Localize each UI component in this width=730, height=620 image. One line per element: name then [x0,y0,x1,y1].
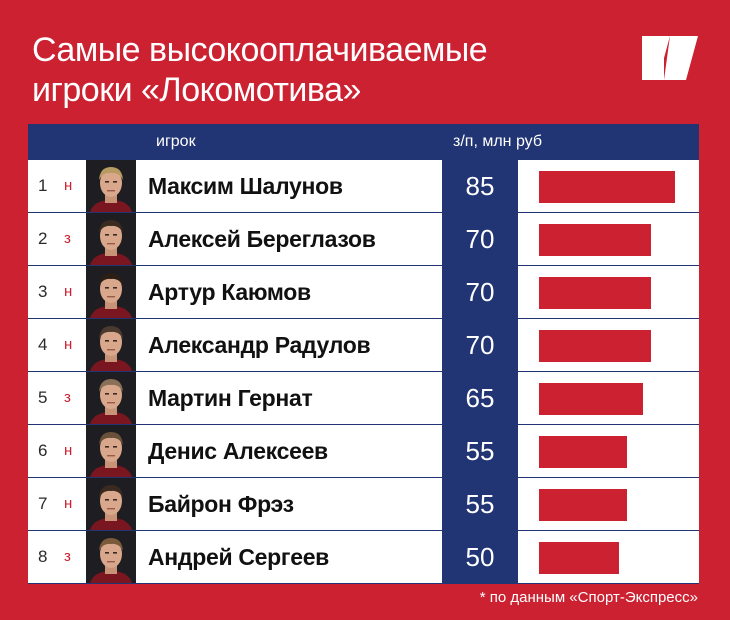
player-name: Максим Шалунов [148,173,343,199]
player-name: Алексей Береглазов [148,226,376,252]
row-position: н [64,336,73,353]
salary-bar [539,542,619,574]
player-photo-icon [86,372,136,424]
table-row: 8 з Андрей Сергеев 50 [28,531,699,584]
row-rank: 8 [38,547,48,566]
column-header-player: игрок [156,133,196,150]
row-position: з [64,230,71,247]
source-footnote: * по данным «Спорт-Экспресс» [479,589,698,606]
row-rank: 2 [38,229,48,248]
table-header: игрок з/п, млн руб [28,124,699,160]
player-photo-icon [86,478,136,530]
salary-value: 50 [442,531,518,583]
player-photo-icon [86,266,136,318]
player-name: Мартин Гернат [148,385,313,411]
salary-value: 70 [442,319,518,371]
table-row: 5 з Мартин Гернат 65 [28,372,699,425]
salary-value: 85 [442,160,518,212]
player-name: Александр Радулов [148,332,371,358]
row-rank: 3 [38,282,48,301]
table-row: 2 з Алексей Береглазов 70 [28,213,699,266]
player-photo-icon [86,213,136,265]
table-row: 4 н Александр Радулов 70 [28,319,699,372]
table-row: 3 н Артур Каюмов 70 [28,266,699,319]
row-rank: 1 [38,176,48,195]
row-rank: 6 [38,441,48,460]
table-row: 1 н Максим Шалунов 85 [28,160,699,213]
table-row: 6 н Денис Алексеев 55 [28,425,699,478]
brand-logo-icon [642,36,698,80]
salary-bar [539,277,651,309]
salary-bar [539,436,627,468]
player-name: Денис Алексеев [148,438,328,464]
salary-table: игрок з/п, млн руб 1 н Максим Шалунов 85 2 з А… [28,124,699,584]
player-name: Байрон Фрэз [148,491,294,517]
player-name: Андрей Сергеев [148,544,330,570]
player-photo-icon [86,160,136,212]
player-name: Артур Каюмов [148,279,311,305]
row-position: н [64,495,73,512]
salary-bar [539,171,675,203]
title-line-2: игроки «Локомотива» [32,71,361,109]
salary-value: 70 [442,266,518,318]
table-row: 7 н Байрон Фрэз 55 [28,478,699,531]
salary-value: 70 [442,213,518,265]
player-photo-icon [86,425,136,477]
row-position: з [64,389,71,406]
player-photo-icon [86,531,136,583]
row-rank: 4 [38,335,48,354]
salary-bar [539,383,643,415]
row-rank: 7 [38,494,48,513]
row-position: з [64,548,71,565]
salary-value: 55 [442,425,518,477]
row-position: н [64,177,73,194]
row-position: н [64,442,73,459]
column-header-salary: з/п, млн руб [453,133,543,150]
salary-bar [539,489,627,521]
title-line-1: Самые высокооплачиваемые [32,31,488,69]
player-photo-icon [86,319,136,371]
salary-value: 65 [442,372,518,424]
salary-value: 55 [442,478,518,530]
salary-bar [539,224,651,256]
page-title: Самые высокооплачиваемые игроки «Локомот… [32,30,488,110]
row-position: н [64,283,73,300]
row-rank: 5 [38,388,48,407]
salary-bar [539,330,651,362]
